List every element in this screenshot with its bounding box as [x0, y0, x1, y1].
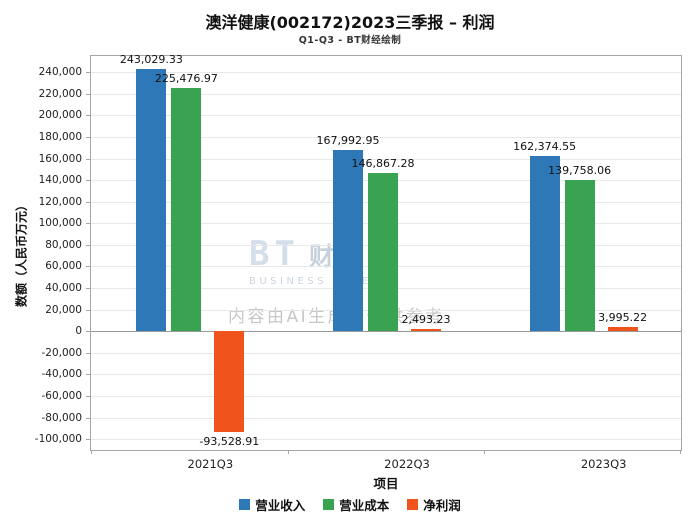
bar-net-profit-2022Q3	[411, 328, 441, 332]
bar-value-cost-2022Q3: 146,867.28	[351, 156, 415, 170]
bar-value-revenue-2022Q3: 167,992.95	[316, 133, 380, 147]
legend: 营业收入 营业成本 净利润	[0, 495, 700, 514]
y-tick-mark	[86, 374, 91, 376]
x-tick-mark	[287, 450, 289, 454]
legend-swatch-net-profit	[407, 499, 419, 510]
bar-net-profit-2023Q3	[607, 326, 638, 332]
bar-value-net-profit-2021Q3: -93,528.91	[199, 435, 260, 449]
y-tick-mark	[86, 439, 91, 441]
y-tick-mark	[86, 180, 91, 182]
x-tick-label-2023Q3: 2023Q3	[580, 457, 627, 471]
y-tick-label: 40,000	[45, 282, 82, 295]
plot-area: BT 财经 BUSINESS TIMES 内容由AI生成，仅供参考 240,00…	[35, 52, 682, 471]
gridline	[91, 417, 681, 419]
x-tick-label-2021Q3: 2021Q3	[187, 457, 234, 471]
y-tick-mark	[86, 136, 91, 138]
y-tick-mark	[86, 417, 91, 419]
y-tick-mark	[86, 115, 91, 117]
bar-value-cost-2023Q3: 139,758.06	[548, 164, 612, 178]
y-tick-mark	[86, 158, 91, 160]
bar-net-profit-2021Q3	[214, 331, 245, 433]
x-tick-label-2022Q3: 2022Q3	[384, 457, 430, 471]
y-tick-mark	[86, 352, 91, 354]
gridline	[91, 396, 681, 398]
y-tick-label: -60,000	[41, 390, 82, 403]
y-tick-label: -80,000	[41, 411, 82, 424]
y-tick-label: -100,000	[34, 433, 82, 446]
y-tick-mark	[86, 244, 91, 246]
chart-title: 澳洋健康(002172)2023三季报 – 利润	[205, 13, 495, 32]
bar-revenue-2022Q3	[333, 149, 363, 332]
legend-label-net-profit: 净利润	[423, 498, 461, 513]
gridline	[91, 352, 681, 354]
y-tick-label: 140,000	[38, 174, 82, 187]
legend-item-cost[interactable]: 营业成本	[323, 495, 389, 514]
y-tick-label: 100,000	[38, 217, 82, 230]
chart-subtitle: Q1-Q3 - BT财经绘制	[298, 35, 402, 46]
gridline	[91, 115, 681, 117]
x-tick-mark	[680, 450, 681, 454]
y-tick-mark	[86, 72, 91, 74]
y-tick-label: 240,000	[38, 66, 82, 79]
bar-value-net-profit-2022Q3: 2,493.23	[401, 312, 451, 326]
y-tick-mark	[86, 288, 91, 290]
y-tick-label: 200,000	[38, 109, 82, 122]
legend-label-revenue: 营业收入	[255, 498, 306, 513]
bar-revenue-2023Q3	[529, 155, 560, 332]
y-tick-label: 0	[75, 325, 82, 338]
legend-label-cost: 营业成本	[339, 498, 390, 513]
gridline	[91, 158, 681, 160]
y-tick-label: 80,000	[45, 238, 82, 251]
y-tick-mark	[86, 396, 91, 398]
gridline	[91, 72, 681, 74]
bar-revenue-2021Q3	[136, 68, 167, 332]
y-tick-mark	[86, 201, 91, 203]
y-tick-mark	[86, 266, 91, 268]
y-tick-label: 160,000	[38, 152, 82, 165]
y-tick-mark	[86, 331, 91, 333]
x-tick-mark	[91, 450, 92, 454]
y-tick-label: 220,000	[38, 87, 82, 100]
y-tick-label: 60,000	[45, 260, 82, 273]
x-axis-title: 项目	[373, 476, 399, 491]
y-tick-mark	[86, 93, 91, 95]
bar-value-revenue-2023Q3: 162,374.55	[513, 139, 577, 153]
zero-line	[91, 331, 681, 333]
x-tick-mark	[484, 450, 486, 454]
y-axis-title: 数额（人民币万元）	[14, 198, 29, 308]
y-tick-label: 20,000	[45, 303, 82, 316]
bar-cost-2022Q3	[368, 172, 398, 332]
bar-value-cost-2021Q3: 225,476.97	[154, 71, 218, 85]
y-tick-label: -20,000	[41, 346, 82, 359]
bar-value-revenue-2021Q3: 243,029.33	[119, 52, 183, 66]
bar-cost-2021Q3	[171, 87, 202, 332]
y-tick-label: 120,000	[38, 195, 82, 208]
legend-item-net-profit[interactable]: 净利润	[407, 495, 461, 514]
gridline	[91, 374, 681, 376]
y-tick-mark	[86, 309, 91, 311]
bt-logo-letters: BT	[249, 234, 300, 274]
bar-value-net-profit-2023Q3: 3,995.22	[598, 310, 648, 324]
bar-cost-2023Q3	[564, 180, 595, 332]
y-tick-label: -40,000	[41, 368, 82, 381]
gridline	[91, 439, 681, 441]
legend-item-revenue[interactable]: 营业收入	[239, 495, 305, 514]
legend-swatch-revenue	[239, 499, 251, 510]
legend-swatch-cost	[323, 499, 335, 510]
y-tick-label: 180,000	[38, 130, 82, 143]
gridline	[91, 136, 681, 138]
y-tick-mark	[86, 223, 91, 225]
gridline	[91, 93, 681, 95]
